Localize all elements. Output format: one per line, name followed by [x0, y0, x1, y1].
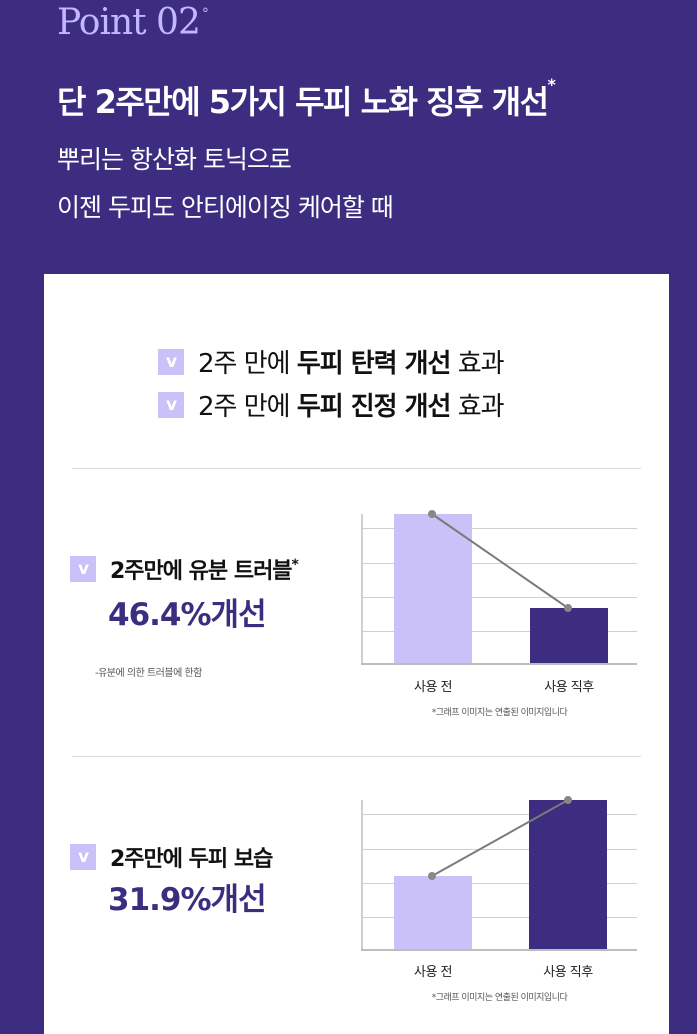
- gridline: [362, 814, 637, 815]
- subtitle-line-1: 뿌리는 항산화 토닉으로: [57, 145, 292, 174]
- stat-title-moisture: v 2주만에 두피 보습: [70, 841, 273, 873]
- bar-before: [394, 514, 472, 664]
- chart-note: *그래프 이미지는 연출된 이미지입니다: [431, 708, 568, 718]
- stat-value-moisture: 31.9%개선: [108, 882, 267, 918]
- bullet-soothing: v 2주 만에 두피 진정 개선 효과: [158, 386, 505, 423]
- x-axis: [361, 663, 637, 665]
- gridline: [362, 631, 637, 632]
- chart-note: *그래프 이미지는 연출된 이미지입니다: [431, 993, 568, 1003]
- x-label-before: 사용 전: [413, 965, 453, 980]
- divider: [72, 756, 641, 757]
- stat-footnote: -유분에 의한 트러블에 한함: [95, 668, 202, 679]
- gridline: [362, 563, 637, 564]
- check-icon: v: [70, 556, 96, 582]
- gridline: [362, 917, 637, 918]
- check-icon: v: [158, 391, 184, 418]
- x-axis: [361, 949, 637, 951]
- gridline: [362, 597, 637, 598]
- x-label-before: 사용 전: [413, 680, 453, 695]
- bar-after: [530, 608, 608, 664]
- check-icon: v: [158, 348, 184, 375]
- bar-before: [394, 876, 472, 950]
- bullet-elasticity: v 2주 만에 두피 탄력 개선 효과: [158, 343, 505, 380]
- gridline: [362, 528, 637, 529]
- check-icon: v: [70, 844, 96, 870]
- x-label-after: 사용 직후: [544, 680, 594, 695]
- subtitle-line-2: 이젠 두피도 안티에이징 케어할 때: [57, 193, 394, 222]
- x-label-after: 사용 직후: [543, 965, 593, 980]
- gridline: [362, 849, 637, 850]
- divider: [72, 468, 641, 469]
- headline: 단 2주만에 5가지 두피 노화 징후 개선*: [57, 75, 556, 121]
- stat-value-oil-trouble: 46.4%개선: [108, 597, 267, 633]
- y-axis: [361, 514, 363, 665]
- bar-after: [529, 800, 607, 950]
- y-axis: [361, 800, 363, 951]
- stat-title-oil-trouble: v 2주만에 유분 트러블 *: [70, 553, 299, 585]
- point-label: Point 02 °: [57, 2, 209, 43]
- gridline: [362, 883, 637, 884]
